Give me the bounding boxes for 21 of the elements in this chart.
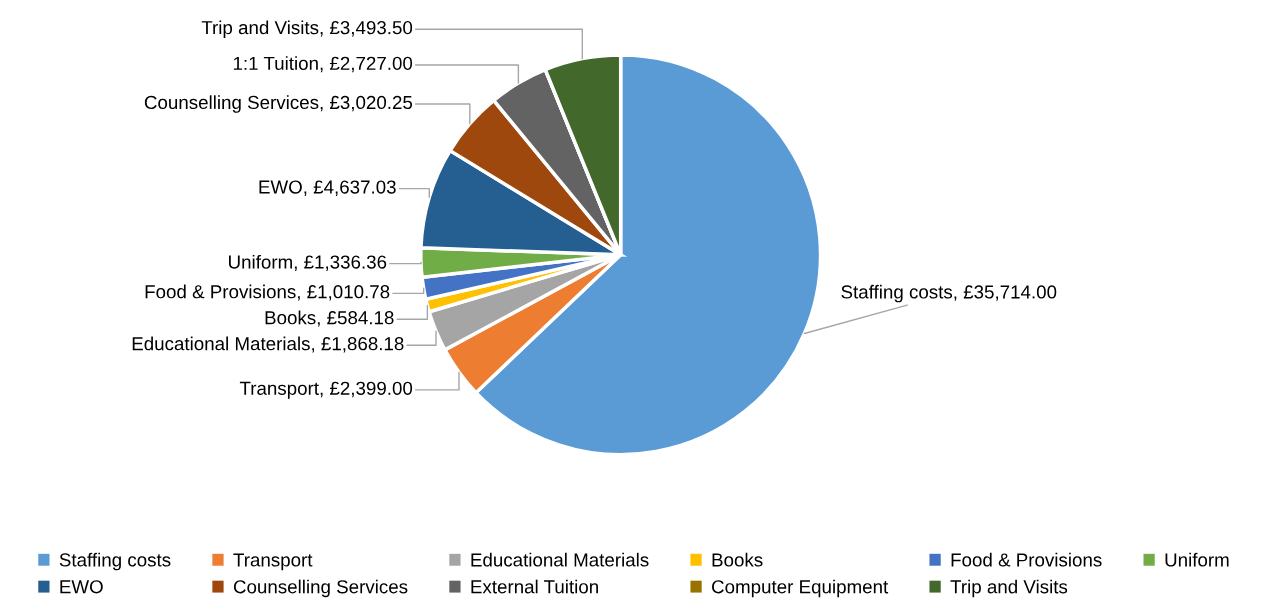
data-label: Uniform, £1,336.36 xyxy=(229,254,387,271)
legend-label: Computer Equipment xyxy=(712,579,889,598)
data-label: Educational Materials, £1,868.18 xyxy=(132,336,404,353)
data-label: Books, £584.18 xyxy=(265,310,394,327)
legend-label: Counselling Services xyxy=(233,579,408,598)
legend-label: External Tuition xyxy=(471,579,598,594)
legend-label: EWO xyxy=(60,580,103,594)
data-label: 1:1 Tuition, £2,727.00 xyxy=(233,56,413,73)
legend-label: Staffing costs xyxy=(59,552,171,571)
data-label: Counselling Services, £3,020.25 xyxy=(144,95,413,113)
legend-label: Transport xyxy=(233,553,313,571)
legend-label: Books xyxy=(712,552,763,567)
legend-label: Food & Provisions xyxy=(951,552,1102,567)
data-label: Transport, £2,399.00 xyxy=(239,381,413,399)
data-label: EWO, £4,637.03 xyxy=(259,180,396,196)
data-label: Trip and Visits, £3,493.50 xyxy=(201,20,413,38)
data-label: Food & Provisions, £1,010.78 xyxy=(145,284,390,301)
data-label: Staffing costs, £35,714.00 xyxy=(841,284,1057,303)
legend-label: Trip and Visits xyxy=(950,579,1068,598)
legend-label: Educational Materials xyxy=(471,552,649,567)
legend-label: Uniform xyxy=(1165,552,1229,567)
